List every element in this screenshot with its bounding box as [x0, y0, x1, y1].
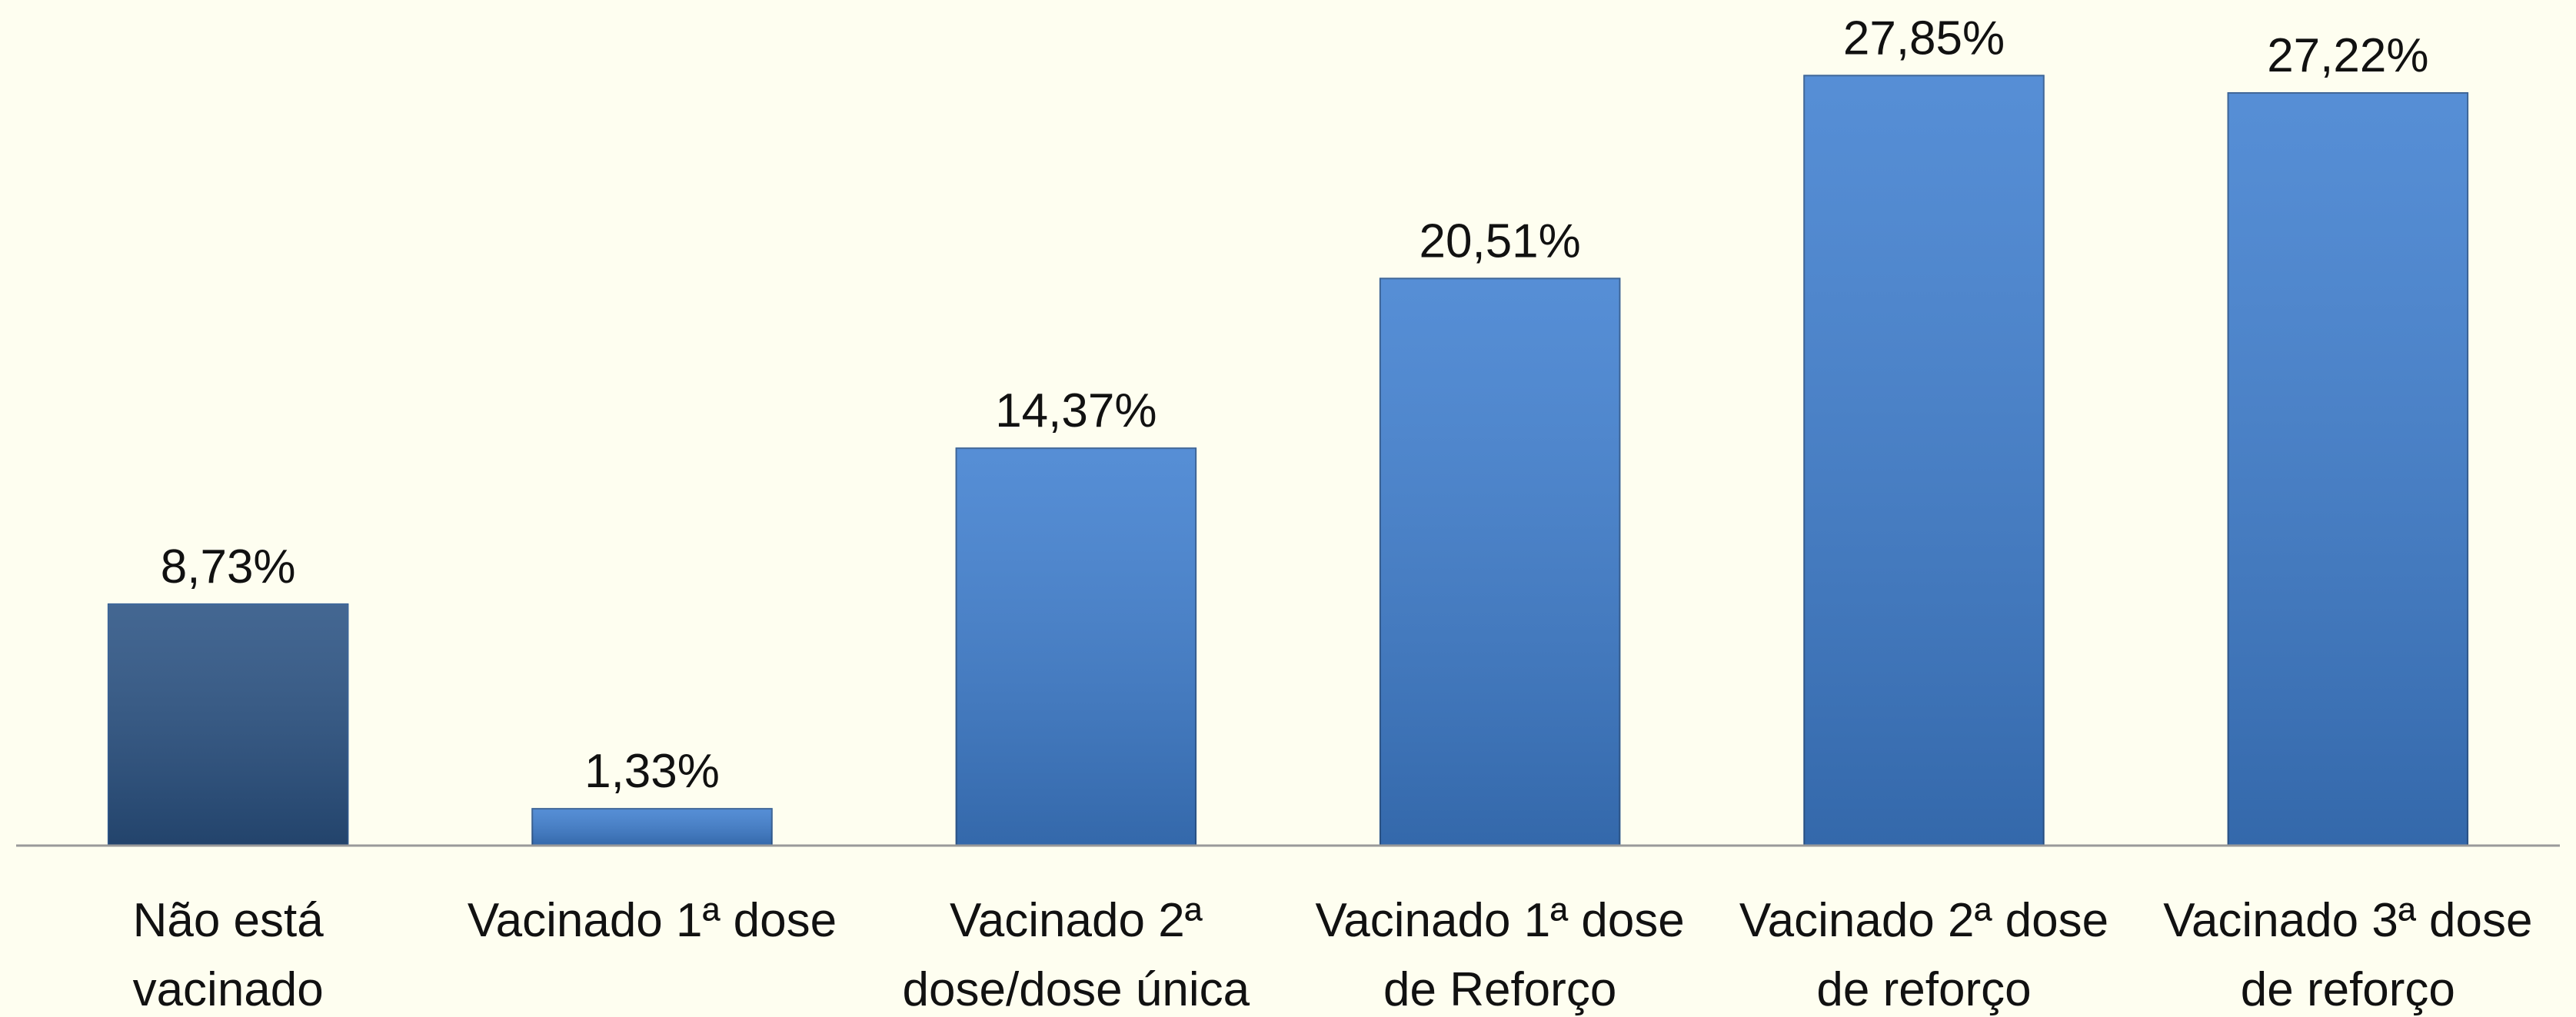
x-tick-label: Vacinado 2ª dose de reforço — [1739, 894, 2108, 1016]
bar-group — [1379, 278, 1621, 846]
bar — [107, 603, 349, 846]
value-label: 1,33% — [584, 745, 720, 798]
value-label: 27,85% — [1843, 12, 2005, 65]
bar — [955, 447, 1197, 846]
bar — [531, 808, 773, 846]
x-tick-label: Vacinado 1ª dose — [468, 894, 837, 947]
value-label: 8,73% — [161, 540, 296, 593]
x-tick-label: Vacinado 2ª dose/dose única — [903, 894, 1250, 1016]
bar — [1379, 278, 1621, 846]
value-label: 14,37% — [995, 384, 1157, 437]
bar — [1803, 75, 2045, 847]
bar-group — [107, 603, 349, 846]
value-label: 27,22% — [2267, 29, 2428, 82]
value-label: 20,51% — [1419, 214, 1581, 268]
bar-group — [531, 808, 773, 846]
bar — [2227, 91, 2469, 847]
bar-group — [1803, 75, 2045, 847]
x-tick-label: Vacinado 3ª dose de reforço — [2163, 894, 2532, 1016]
bar-group — [955, 447, 1197, 846]
bar-group — [2227, 91, 2469, 847]
x-tick-label: Não está vacinado — [133, 894, 324, 1016]
x-tick-label: Vacinado 1ª dose de Reforço — [1316, 894, 1685, 1016]
